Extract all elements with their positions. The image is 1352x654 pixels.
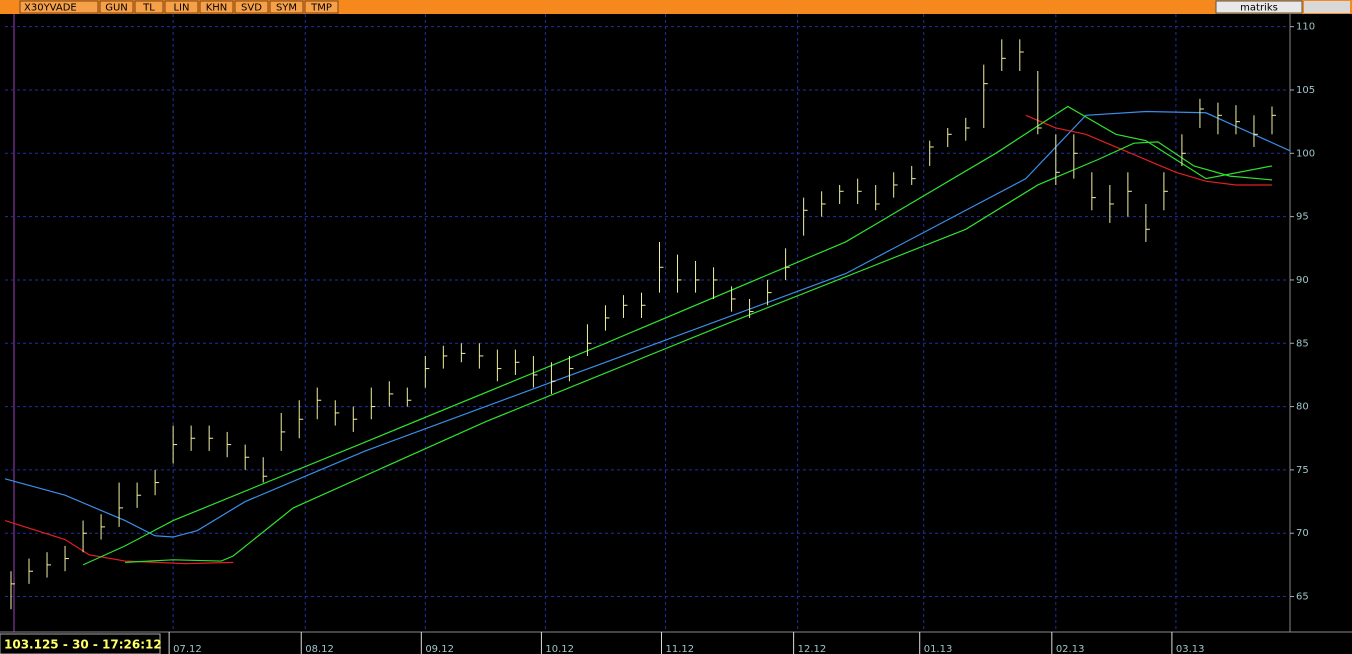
brand: matriks [1240, 3, 1278, 14]
y-tick-label: 75 [1296, 465, 1309, 476]
toolbar-button-label: TL [142, 3, 155, 14]
toolbar-button[interactable] [99, 0, 134, 14]
status: 103.125 - 30 - 17:26:12 [4, 638, 162, 652]
x-tick-label: 11.12 [666, 644, 695, 654]
toolbar-button[interactable] [234, 0, 269, 14]
y-tick-label: 100 [1296, 148, 1315, 159]
x-tick-label: 02.13 [1056, 644, 1085, 654]
status-box [0, 633, 161, 654]
y-tick-label: 110 [1296, 22, 1315, 33]
toolbar-button[interactable] [134, 0, 164, 14]
x-tick-label: 07.12 [173, 644, 202, 654]
x-tick-label: 09.12 [425, 644, 454, 654]
toolbar-button-label: LIN [173, 3, 189, 14]
toolbar-button[interactable] [199, 0, 234, 14]
indicator-line [4, 114, 1272, 565]
brand-box [1215, 0, 1303, 14]
indicator-line [82, 105, 1273, 566]
symbol: X30YVADE [24, 3, 77, 14]
x-tick-label: 03.13 [1176, 644, 1205, 654]
toolbar-button-label: KHN [206, 3, 228, 14]
toolbar-button[interactable] [304, 0, 339, 14]
x-tick-label: 12.12 [798, 644, 827, 654]
symbol-box[interactable] [19, 0, 99, 14]
plot-area [0, 14, 1290, 632]
x-tick-label: 10.12 [545, 644, 574, 654]
toolbar-button[interactable] [164, 0, 199, 14]
toolbar-button-label: GUN [105, 3, 128, 14]
y-tick-label: 65 [1296, 592, 1309, 603]
toolbar-button-label: SVD [241, 3, 262, 14]
y-tick-label: 85 [1296, 338, 1309, 349]
toolbar-button[interactable] [269, 0, 304, 14]
y-tick-label: 95 [1296, 212, 1309, 223]
y-tick-label: 70 [1296, 528, 1309, 539]
y-tick-label: 90 [1296, 275, 1309, 286]
y-tick-label: 80 [1296, 402, 1309, 413]
x-tick-label: 01.13 [924, 644, 953, 654]
y-tick-label: 105 [1296, 85, 1315, 96]
indicator-line [4, 110, 1291, 538]
x-tick-label: 08.12 [305, 644, 334, 654]
toolbar-button-label: TMP [310, 3, 332, 14]
window-controls[interactable] [1304, 1, 1350, 13]
toolbar-button-label: SYM [276, 3, 297, 14]
